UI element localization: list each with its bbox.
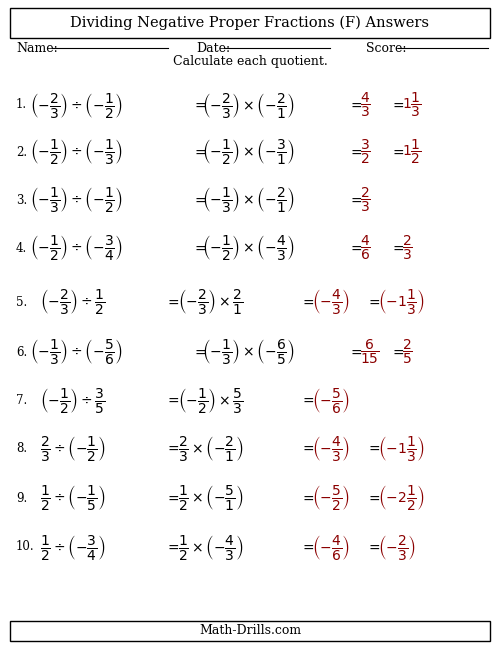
Text: $=$: $=$ [348,241,363,255]
FancyBboxPatch shape [10,621,490,641]
Text: $\dfrac{1}{2}\div\left(-\dfrac{3}{4}\right)$: $\dfrac{1}{2}\div\left(-\dfrac{3}{4}\rig… [40,532,106,562]
Text: $\dfrac{2}{3}\times\left(-\dfrac{2}{1}\right)$: $\dfrac{2}{3}\times\left(-\dfrac{2}{1}\r… [178,433,244,463]
Text: Calculate each quotient.: Calculate each quotient. [172,56,328,69]
Text: $\left(-\dfrac{2}{3}\right)\div\left(-\dfrac{1}{2}\right)$: $\left(-\dfrac{2}{3}\right)\div\left(-\d… [30,91,123,120]
FancyBboxPatch shape [10,8,490,38]
Text: $\left(-\dfrac{1}{2}\right)\div\left(-\dfrac{1}{3}\right)$: $\left(-\dfrac{1}{2}\right)\div\left(-\d… [30,138,123,166]
Text: $\left(-\dfrac{1}{2}\right)\div\dfrac{3}{5}$: $\left(-\dfrac{1}{2}\right)\div\dfrac{3}… [40,386,106,415]
Text: $\left(-\dfrac{1}{3}\right)\div\left(-\dfrac{5}{6}\right)$: $\left(-\dfrac{1}{3}\right)\div\left(-\d… [30,338,123,366]
Text: $\left(-\dfrac{1}{2}\right)\times\dfrac{5}{3}$: $\left(-\dfrac{1}{2}\right)\times\dfrac{… [178,386,244,415]
Text: 9.: 9. [16,492,27,505]
Text: 6.: 6. [16,345,27,358]
Text: $\dfrac{1}{2}\times\left(-\dfrac{4}{3}\right)$: $\dfrac{1}{2}\times\left(-\dfrac{4}{3}\r… [178,532,244,562]
Text: $\dfrac{2}{3}$: $\dfrac{2}{3}$ [360,186,371,214]
Text: $\left(-\dfrac{5}{6}\right)$: $\left(-\dfrac{5}{6}\right)$ [312,386,350,415]
Text: 1.: 1. [16,98,27,111]
Text: $=$: $=$ [165,540,180,554]
Text: $\left(-1\dfrac{1}{3}\right)$: $\left(-1\dfrac{1}{3}\right)$ [378,433,425,463]
Text: $\left(-\dfrac{1}{3}\right)\times\left(-\dfrac{2}{1}\right)$: $\left(-\dfrac{1}{3}\right)\times\left(-… [202,186,295,215]
Text: 5.: 5. [16,296,27,309]
Text: $\dfrac{3}{2}$: $\dfrac{3}{2}$ [360,138,371,166]
Text: $=$: $=$ [366,540,381,554]
Text: 3.: 3. [16,193,27,206]
Text: $=$: $=$ [348,98,363,112]
Text: $\left(-2\dfrac{1}{2}\right)$: $\left(-2\dfrac{1}{2}\right)$ [378,483,425,512]
Text: $=$: $=$ [366,295,381,309]
Text: $\left(-\dfrac{4}{3}\right)$: $\left(-\dfrac{4}{3}\right)$ [312,287,350,316]
Text: $=$: $=$ [366,491,381,505]
Text: $\left(-\dfrac{2}{3}\right)\div\dfrac{1}{2}$: $\left(-\dfrac{2}{3}\right)\div\dfrac{1}… [40,287,106,316]
Text: $\dfrac{6}{15}$: $\dfrac{6}{15}$ [360,338,380,366]
Text: $=$: $=$ [348,345,363,359]
Text: 10.: 10. [16,540,34,553]
Text: $=$: $=$ [300,491,315,505]
Text: Dividing Negative Proper Fractions (F) Answers: Dividing Negative Proper Fractions (F) A… [70,16,430,30]
Text: $=$: $=$ [300,295,315,309]
Text: $=$: $=$ [390,145,405,159]
Text: 7.: 7. [16,393,27,406]
Text: $=$: $=$ [390,98,405,112]
Text: $\dfrac{4}{3}$: $\dfrac{4}{3}$ [360,91,371,119]
Text: $=$: $=$ [192,241,207,255]
Text: $=$: $=$ [165,491,180,505]
Text: 4.: 4. [16,241,27,254]
Text: Name:: Name: [16,41,58,54]
Text: $\left(-\dfrac{1}{3}\right)\div\left(-\dfrac{1}{2}\right)$: $\left(-\dfrac{1}{3}\right)\div\left(-\d… [30,186,123,215]
Text: $=$: $=$ [192,145,207,159]
Text: $\left(-\dfrac{1}{2}\right)\times\left(-\dfrac{4}{3}\right)$: $\left(-\dfrac{1}{2}\right)\times\left(-… [202,234,295,263]
Text: $\dfrac{1}{2}\times\left(-\dfrac{5}{1}\right)$: $\dfrac{1}{2}\times\left(-\dfrac{5}{1}\r… [178,483,244,512]
Text: $\left(-\dfrac{2}{3}\right)\times\left(-\dfrac{2}{1}\right)$: $\left(-\dfrac{2}{3}\right)\times\left(-… [202,91,295,120]
Text: $\left(-\dfrac{2}{3}\right)\times\dfrac{2}{1}$: $\left(-\dfrac{2}{3}\right)\times\dfrac{… [178,287,244,316]
Text: $\left(-\dfrac{4}{6}\right)$: $\left(-\dfrac{4}{6}\right)$ [312,532,350,562]
Text: $\dfrac{1}{2}\div\left(-\dfrac{1}{5}\right)$: $\dfrac{1}{2}\div\left(-\dfrac{1}{5}\rig… [40,483,106,512]
Text: $\left(-\dfrac{1}{3}\right)\times\left(-\dfrac{6}{5}\right)$: $\left(-\dfrac{1}{3}\right)\times\left(-… [202,338,295,366]
Text: $=$: $=$ [300,441,315,455]
Text: $1\dfrac{1}{2}$: $1\dfrac{1}{2}$ [402,138,421,166]
Text: $=$: $=$ [192,193,207,207]
Text: $=$: $=$ [165,393,180,407]
Text: $=$: $=$ [165,441,180,455]
Text: $\dfrac{4}{6}$: $\dfrac{4}{6}$ [360,234,371,262]
Text: $=$: $=$ [300,540,315,554]
Text: $\dfrac{2}{3}$: $\dfrac{2}{3}$ [402,234,413,262]
Text: $=$: $=$ [192,345,207,359]
Text: $\left(-1\dfrac{1}{3}\right)$: $\left(-1\dfrac{1}{3}\right)$ [378,287,425,316]
Text: $\dfrac{2}{3}\div\left(-\dfrac{1}{2}\right)$: $\dfrac{2}{3}\div\left(-\dfrac{1}{2}\rig… [40,433,106,463]
Text: $=$: $=$ [390,241,405,255]
Text: $=$: $=$ [390,345,405,359]
Text: Math-Drills.com: Math-Drills.com [199,624,301,637]
Text: Date:: Date: [196,41,230,54]
Text: $\left(-\dfrac{1}{2}\right)\div\left(-\dfrac{3}{4}\right)$: $\left(-\dfrac{1}{2}\right)\div\left(-\d… [30,234,123,263]
Text: $\left(-\dfrac{2}{3}\right)$: $\left(-\dfrac{2}{3}\right)$ [378,532,416,562]
Text: $=$: $=$ [165,295,180,309]
Text: $=$: $=$ [348,145,363,159]
Text: $\left(-\dfrac{4}{3}\right)$: $\left(-\dfrac{4}{3}\right)$ [312,433,350,463]
Text: $=$: $=$ [192,98,207,112]
Text: $=$: $=$ [300,393,315,407]
Text: 8.: 8. [16,441,27,454]
Text: $\left(-\dfrac{5}{2}\right)$: $\left(-\dfrac{5}{2}\right)$ [312,483,350,512]
Text: Score:: Score: [366,41,406,54]
Text: $\dfrac{2}{5}$: $\dfrac{2}{5}$ [402,338,413,366]
Text: 2.: 2. [16,146,27,159]
Text: $\left(-\dfrac{1}{2}\right)\times\left(-\dfrac{3}{1}\right)$: $\left(-\dfrac{1}{2}\right)\times\left(-… [202,138,295,166]
Text: $1\dfrac{1}{3}$: $1\dfrac{1}{3}$ [402,91,421,119]
Text: $=$: $=$ [366,441,381,455]
Text: $=$: $=$ [348,193,363,207]
